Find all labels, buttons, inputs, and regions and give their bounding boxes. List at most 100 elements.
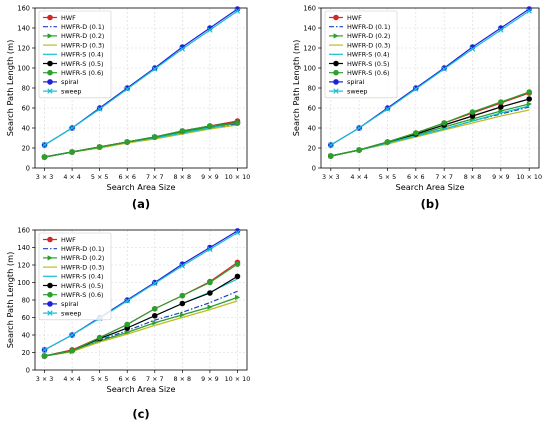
data-point <box>498 108 504 114</box>
y-tick-label: 60 <box>308 104 316 112</box>
x-axis-label: Search Area Size <box>107 384 176 394</box>
x-tick-label: 8 × 8 <box>174 173 192 181</box>
data-point <box>41 142 48 148</box>
chart-panel-1: 0 20 40 60 80 100 120 140 160 3 × 3 4 × 4 5 × 5 6 × … <box>5 4 250 211</box>
legend-label: HWF <box>61 236 76 244</box>
data-point <box>441 66 447 72</box>
legend-label: HWFR-D (0.2) <box>61 32 104 40</box>
series-hwfr-s-0-6- <box>41 120 241 160</box>
data-point <box>96 334 103 341</box>
legend-label: HWFR-S (0.5) <box>61 60 104 68</box>
data-point <box>152 280 158 287</box>
x-tick-label: 4 × 4 <box>63 173 81 181</box>
data-point <box>234 229 241 236</box>
legend-marker <box>47 14 53 21</box>
data-point <box>179 128 186 134</box>
y-axis-label: Search Path Length (m) <box>291 40 301 137</box>
legend-marker <box>47 60 53 67</box>
data-point <box>179 46 186 52</box>
y-tick-label: 140 <box>303 24 316 32</box>
series-sweep <box>41 8 241 148</box>
data-point <box>41 347 48 353</box>
chart-panel-2: 0 20 40 60 80 100 120 140 160 3 × 3 4 × 4 5 × 5 6 × … <box>291 4 542 211</box>
legend-label: spiral <box>61 300 79 308</box>
data-point <box>151 305 158 312</box>
legend-label: sweep <box>61 87 81 95</box>
legend-marker <box>47 33 53 39</box>
y-tick-label: 100 <box>17 64 30 72</box>
data-point <box>124 139 131 145</box>
series-hwfr-d-0-3- <box>44 300 238 357</box>
legend-label: HWFR-S (0.4) <box>61 273 104 281</box>
data-point <box>207 123 213 129</box>
legend-marker <box>47 79 53 85</box>
y-tick-label: 140 <box>17 244 30 252</box>
data-point <box>207 304 213 310</box>
chart-panel-3: 0 20 40 60 80 100 120 140 160 3 × 3 4 × 4 5 × 5 6 × … <box>5 226 250 421</box>
legend-label: HWFR-D (0.1) <box>61 245 104 253</box>
series-line <box>44 122 238 158</box>
data-point <box>179 292 186 299</box>
y-tick-label: 120 <box>17 44 30 52</box>
data-point <box>96 106 103 112</box>
data-point <box>69 125 75 131</box>
x-tick-label: 5 × 5 <box>91 173 109 181</box>
y-tick-label: 160 <box>303 4 316 12</box>
data-point <box>179 263 186 269</box>
legend-label: spiral <box>347 78 365 86</box>
legend-label: HWFR-D (0.1) <box>347 23 390 31</box>
x-tick-label: 10 × 10 <box>225 173 251 181</box>
data-point <box>328 142 334 148</box>
series-line <box>330 10 530 146</box>
data-point <box>207 279 213 286</box>
legend-marker <box>47 88 53 94</box>
data-point <box>124 298 130 304</box>
y-tick-label: 100 <box>303 64 316 72</box>
legend-label: HWF <box>347 14 362 22</box>
x-tick-label: 9 × 9 <box>492 173 510 181</box>
legend-label: HWFR-S (0.6) <box>347 69 390 77</box>
y-tick-label: 80 <box>308 84 316 92</box>
legend-marker <box>333 60 339 67</box>
legend-box <box>324 10 398 99</box>
legend-label: HWFR-S (0.6) <box>61 69 104 77</box>
data-point <box>152 320 158 326</box>
legend-label: HWFR-S (0.4) <box>61 51 104 59</box>
data-point <box>526 101 532 107</box>
y-tick-label: 120 <box>17 261 30 269</box>
data-point <box>328 153 334 159</box>
data-point <box>413 86 419 92</box>
y-tick-label: 0 <box>26 164 30 172</box>
x-tick-label: 9 × 9 <box>201 375 219 383</box>
y-tick-label: 120 <box>303 44 316 52</box>
legend-label: HWFR-D (0.1) <box>61 23 104 31</box>
y-tick-label: 40 <box>22 124 30 132</box>
series-hwfr-s-0-6- <box>328 89 532 159</box>
x-tick-label: 7 × 7 <box>435 173 453 181</box>
x-tick-label: 6 × 6 <box>118 375 136 383</box>
legend-marker <box>333 33 339 39</box>
data-point <box>151 134 158 140</box>
x-tick-label: 5 × 5 <box>91 375 109 383</box>
legend-marker <box>47 69 53 76</box>
y-tick-label: 20 <box>22 349 30 357</box>
data-point <box>96 144 103 150</box>
legend-marker <box>333 14 339 21</box>
legend-label: HWFR-D (0.2) <box>61 254 104 262</box>
data-point <box>234 261 241 267</box>
data-point <box>179 312 186 318</box>
legend-marker <box>47 255 53 261</box>
data-point <box>384 106 391 112</box>
legend-label: sweep <box>61 309 81 317</box>
legend-label: HWF <box>61 14 76 22</box>
series-line <box>44 10 238 146</box>
y-tick-label: 20 <box>22 144 30 152</box>
legend-label: sweep <box>347 87 367 95</box>
data-point <box>207 27 213 33</box>
data-point <box>498 104 504 110</box>
data-point <box>207 290 213 296</box>
legend-label: HWFR-S (0.4) <box>347 51 390 59</box>
